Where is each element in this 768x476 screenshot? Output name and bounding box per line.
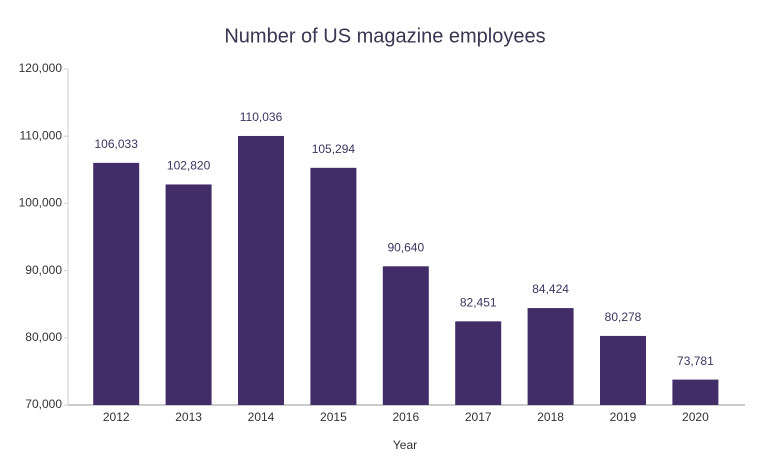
value-label: 82,451 <box>460 296 497 310</box>
y-tick-label: 100,000 <box>19 196 63 210</box>
value-label: 105,294 <box>312 142 356 156</box>
bar <box>455 321 502 405</box>
x-tick-label: 2016 <box>392 410 419 424</box>
bar <box>310 167 357 405</box>
y-tick-label: 70,000 <box>25 397 62 411</box>
bar <box>165 184 212 405</box>
bar <box>93 162 140 405</box>
y-tick-label: 110,000 <box>20 128 63 142</box>
value-label: 80,278 <box>605 310 642 324</box>
bar <box>238 135 284 406</box>
value-label: 90,640 <box>387 240 424 254</box>
y-tick-label: 90,000 <box>25 263 62 277</box>
x-tick-label: 2015 <box>320 410 347 424</box>
y-tick-label: 80,000 <box>25 330 62 344</box>
bar <box>382 266 429 405</box>
x-tick-label: 2019 <box>610 410 637 424</box>
value-label: 110,036 <box>240 110 283 124</box>
chart-title: Number of US magazine employees <box>224 25 545 47</box>
x-tick-label: 2017 <box>465 410 492 424</box>
value-label: 102,820 <box>167 159 211 173</box>
value-label: 73,781 <box>677 354 714 368</box>
value-label: 106,033 <box>95 137 139 151</box>
x-tick-label: 2012 <box>103 410 130 424</box>
value-label: 84,424 <box>532 282 569 296</box>
y-tick-label: 120,000 <box>19 61 63 75</box>
bar <box>527 308 574 405</box>
x-tick-label: 2020 <box>682 410 709 424</box>
x-tick-label: 2018 <box>537 410 564 424</box>
x-axis-label: Year <box>393 438 417 452</box>
x-tick-label: 2014 <box>248 410 275 424</box>
x-tick-label: 2013 <box>175 410 202 424</box>
bar <box>672 379 719 405</box>
bar <box>600 335 646 405</box>
